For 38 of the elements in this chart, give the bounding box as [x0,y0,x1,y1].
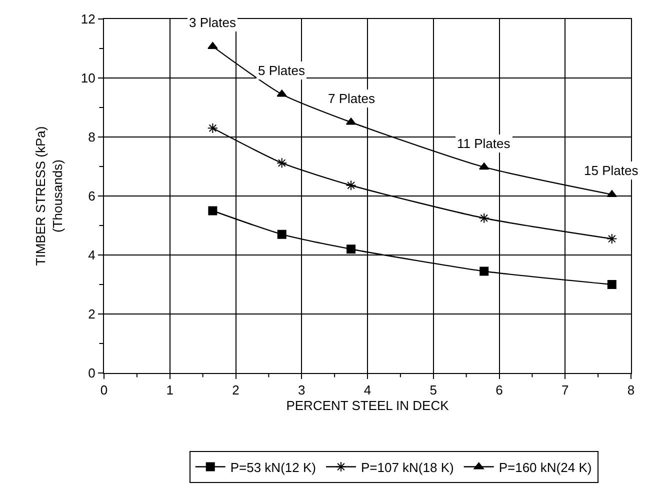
y-tick-label: 4 [88,248,96,263]
point [478,212,490,224]
y-tick-label: 12 [80,12,96,27]
x-tick-label: 5 [430,382,437,398]
y-tick-label: 6 [88,188,96,204]
point [276,158,288,168]
x-tick-label: 4 [364,382,372,398]
legend-label: P=107 kN(18 K) [360,460,454,475]
annotation: 5 Plates [258,63,306,78]
x-tick-label: 6 [496,382,503,398]
y-tick-label: 10 [80,70,96,86]
point [208,206,218,216]
point [276,90,287,97]
y-tick-label: 2 [88,306,96,322]
point [607,280,616,289]
annotation: 15 Plates [584,163,639,178]
point [480,266,489,276]
point [346,180,356,191]
x-tick-label: 0 [100,382,108,398]
y-tick-label: 8 [88,130,96,145]
annotation: 11 Plates [457,136,511,151]
x-tick-label: 1 [166,382,174,398]
x-axis-title: PERCENT STEEL IN DECK [286,398,450,414]
x-tick-label: 7 [562,382,569,398]
legend-label: P=160 kN(24 K) [498,460,592,475]
legend-label: P=53 kN(12 K) [230,460,316,475]
annotation: 7 Plates [328,91,376,106]
point [346,244,356,254]
point [606,233,618,244]
y-tick-label: 0 [88,366,96,381]
x-tick-label: 3 [298,382,306,398]
x-tick-label: 2 [232,382,240,398]
point [277,230,286,239]
point [208,42,218,49]
y-axis-title: TIMBER STRESS (kPa) (Thousands) [32,126,65,266]
point [207,122,218,134]
annotation: 3 Plates [189,15,236,30]
x-tick-label: 8 [627,382,635,398]
